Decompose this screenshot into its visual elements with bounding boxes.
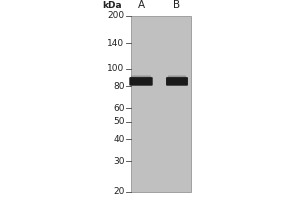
Text: B: B <box>173 0 181 10</box>
Text: kDa: kDa <box>103 1 122 10</box>
FancyBboxPatch shape <box>131 76 151 80</box>
FancyBboxPatch shape <box>166 77 188 86</box>
Text: A: A <box>137 0 145 10</box>
Text: 20: 20 <box>113 188 124 196</box>
Text: 30: 30 <box>113 157 124 166</box>
FancyBboxPatch shape <box>129 77 153 86</box>
Text: 50: 50 <box>113 117 124 126</box>
Text: 40: 40 <box>113 135 124 144</box>
Text: 80: 80 <box>113 82 124 91</box>
Bar <box>130 16 190 192</box>
Text: 140: 140 <box>107 39 124 48</box>
FancyBboxPatch shape <box>168 76 186 80</box>
Text: 200: 200 <box>107 11 124 21</box>
Text: 60: 60 <box>113 104 124 113</box>
Text: 100: 100 <box>107 64 124 73</box>
